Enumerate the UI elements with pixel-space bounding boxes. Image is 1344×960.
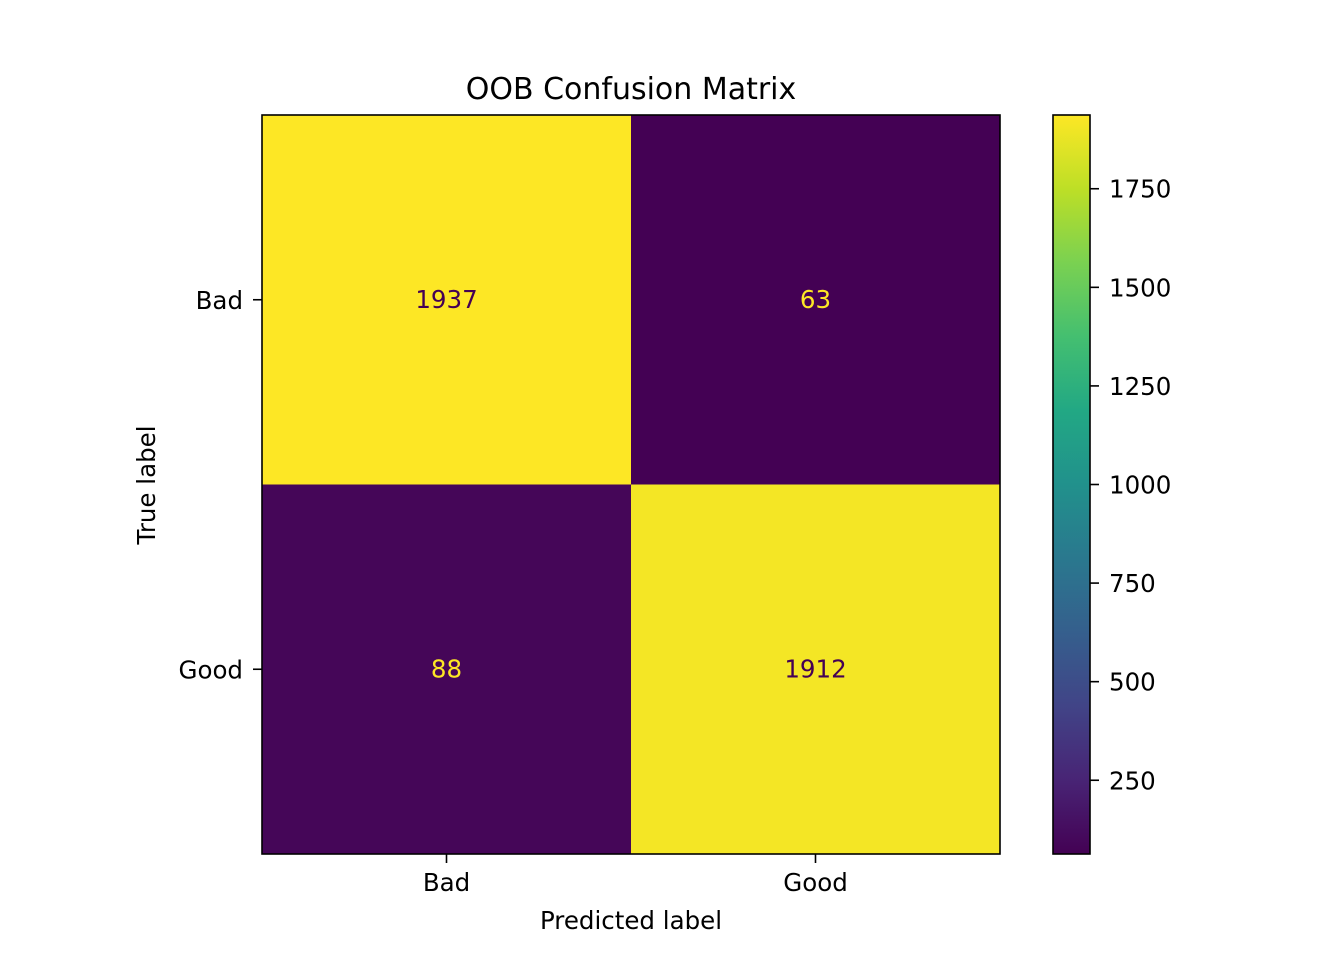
y-axis-label: True label (132, 425, 161, 545)
matrix-cell (262, 115, 632, 485)
x-tick-label: Bad (423, 868, 470, 897)
cell-value-label: 88 (431, 654, 462, 683)
colorbar (1052, 114, 1091, 855)
cell-value-label: 63 (800, 285, 831, 314)
x-axis-ticks: Bad Good (423, 854, 848, 897)
colorbar-tick-label: 1500 (1109, 273, 1171, 302)
chart-title: OOB Confusion Matrix (466, 72, 797, 107)
y-tick-label: Bad (196, 286, 243, 315)
colorbar-tick-label: 1250 (1109, 372, 1171, 401)
heatmap-cells (262, 115, 1001, 855)
x-axis-label: Predicted label (540, 906, 722, 935)
matrix-cell (631, 115, 1001, 485)
cell-value-label: 1912 (784, 654, 846, 683)
cell-value-labels: 1937 63 88 1912 (415, 285, 846, 684)
colorbar-tick-label: 1750 (1109, 175, 1171, 204)
colorbar-tick-label: 250 (1109, 766, 1156, 795)
colorbar-tick-label: 750 (1109, 569, 1156, 598)
matrix-cell (631, 484, 1001, 855)
colorbar-tick-label: 500 (1109, 668, 1156, 697)
x-tick-label: Good (783, 868, 848, 897)
colorbar-ticks: 250 500 750 1000 1250 1500 1750 (1090, 175, 1171, 795)
matrix-cell (262, 484, 632, 855)
colorbar-tick-label: 1000 (1109, 471, 1171, 500)
matrix-frame (261, 114, 1001, 855)
cell-value-label: 1937 (415, 285, 477, 314)
y-tick-label: Good (178, 655, 243, 684)
y-axis-ticks: Bad Good (178, 286, 262, 684)
